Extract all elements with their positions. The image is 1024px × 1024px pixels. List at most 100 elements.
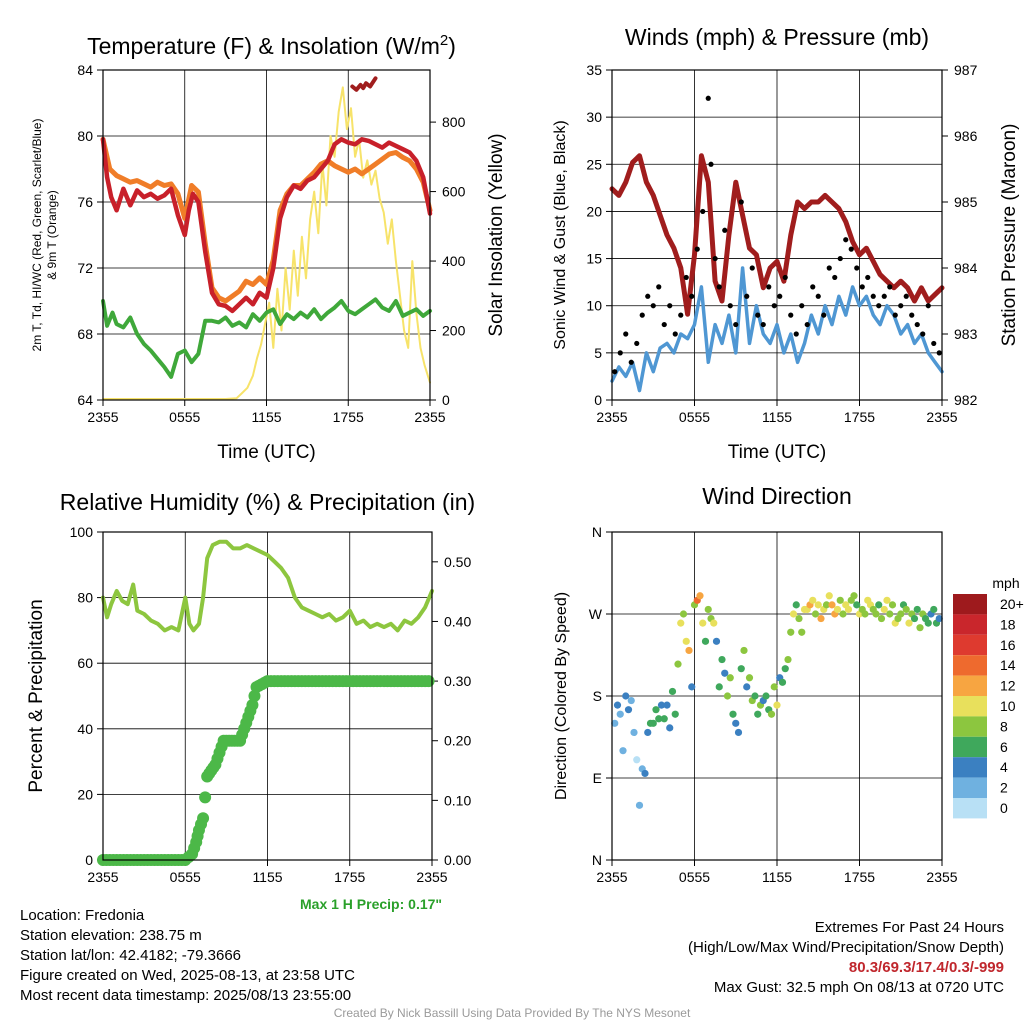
plot-frame [611,69,943,401]
legend-label: 14 [1000,657,1016,673]
legend-label: 4 [1000,759,1008,775]
direction-point [688,683,696,691]
direction-point [836,596,844,604]
direction-point [784,655,792,664]
y2-tick-label: 986 [954,128,978,144]
gust-point [628,359,634,365]
gust-point [870,293,876,299]
direction-point [754,710,762,718]
direction-point [770,683,778,691]
direction-point [883,596,891,604]
gust-point [821,312,827,318]
direction-point [699,619,707,627]
direction-point [624,706,633,714]
y2-tick-label: 0.40 [444,613,471,629]
gust-point [782,274,788,281]
direction-point [872,610,880,618]
legend-title: mph [992,575,1019,591]
direction-point [910,614,919,623]
x-tick-label: 2355 [926,869,957,885]
direction-point [704,605,712,614]
direction-point [886,610,894,618]
direction-point [905,619,913,627]
series-relative-humidity [101,539,434,633]
gust-point [898,303,904,309]
rh-y-axis-label: Percent & Precipitation [26,599,47,792]
direction-point [861,610,869,618]
direction-point [751,692,759,700]
max-gust: Max Gust: 32.5 mph On 08/13 at 0720 UTC [713,979,1004,996]
direction-point [718,655,726,664]
x-tick-label: 1155 [251,409,281,425]
gust-point [804,321,810,328]
legend-swatch [953,798,987,819]
gust-point [887,284,893,290]
direction-point [773,701,781,709]
series-2m-temp [100,137,433,314]
direction-point [726,674,734,682]
direction-point [814,601,822,609]
y-tick-label: 20 [77,786,93,802]
direction-point [666,724,674,732]
direction-point [877,614,886,623]
temp-y-axis-label-1: 2m T, Td, HI/WC (Red, Green, Scarlet/Blu… [30,119,44,352]
legend-label: 2 [1000,780,1008,796]
direction-point [613,701,622,709]
legend-label: 8 [1000,718,1008,734]
gust-point [716,284,722,290]
x-tick-label: 2355 [926,409,957,425]
gust-point [667,303,673,309]
y2-tick-label: 983 [954,326,978,342]
direction-point [671,710,679,718]
direction-point [850,592,858,600]
x-tick-label: 1155 [762,869,792,885]
legend-label: 0 [1000,800,1008,816]
gust-point [612,369,618,375]
y-tick-label: 0 [594,392,602,408]
y-tick-label: 68 [77,326,93,342]
direction-point [630,728,638,737]
legend-swatch [953,634,987,656]
y2-tick-label: 985 [954,194,978,210]
direction-point [737,665,745,673]
direction-point [701,637,710,645]
precip-point [422,675,435,688]
gust-point [650,303,656,309]
direction-point [641,769,649,778]
y-tick-label: 20 [586,203,602,219]
legend-swatch [953,614,987,635]
legend-label: 18 [1000,616,1016,632]
gust-point [815,293,821,299]
y-tick-label: 84 [77,62,93,78]
y-tick-label: 80 [77,128,93,144]
plot-frame [102,69,431,401]
extremes-subtitle: (High/Low/Max Wind/Precipitation/Snow De… [688,939,1004,956]
gust-point [832,274,838,281]
direction-point [833,605,842,614]
direction-point [778,678,787,686]
legend-label: 20+ [1000,596,1024,612]
station-info: Location: Fredonia Station elevation: 23… [20,906,355,1006]
direction-point [844,605,853,614]
direction-point [685,646,693,655]
y2-tick-label: 0.10 [444,792,471,808]
direction-point [880,605,888,614]
direction-point [616,710,624,718]
gust-point [683,274,689,281]
gust-point [639,312,645,318]
direction-point [635,801,644,809]
gust-point [645,293,651,299]
y2-tick-label: 982 [954,392,978,408]
direction-point [897,610,905,618]
x-tick-label: 1755 [844,869,875,885]
direction-point [710,619,718,627]
x-tick-label: 1155 [252,869,282,885]
direction-point [798,628,806,636]
legend-swatch [953,716,987,737]
legend-label: 10 [1000,698,1016,714]
x-tick-label: 2355 [87,409,118,425]
y-tick-label: 64 [77,392,93,408]
direction-point [663,701,671,709]
max-precip-annotation: Max 1 H Precip: 0.17" [300,896,443,912]
